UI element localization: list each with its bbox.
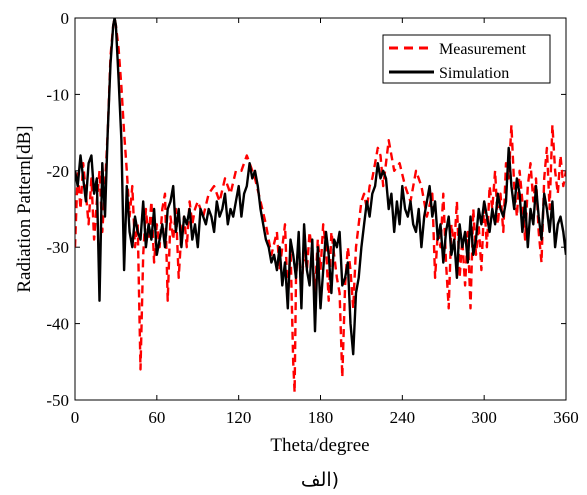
y-tick-label: -10: [46, 85, 69, 104]
y-tick-label: -50: [46, 391, 69, 410]
figure-caption: (الف: [301, 469, 339, 491]
x-tick-label: 120: [226, 408, 252, 427]
legend: Measurement Simulation: [382, 34, 551, 84]
y-tick-label: 0: [61, 9, 70, 28]
series-layer: [75, 18, 566, 394]
y-axis-title: Radiation Pattern[dB]: [14, 125, 35, 292]
legend-measurement-label: Measurement: [439, 41, 527, 58]
y-tick-label: -40: [46, 315, 69, 334]
y-tick-label: -20: [46, 162, 69, 181]
x-tick-label: 240: [390, 408, 416, 427]
x-tick-label: 0: [71, 408, 80, 427]
x-tick-label: 360: [553, 408, 579, 427]
plot-frame: [74, 17, 567, 401]
legend-box: [382, 34, 551, 84]
x-tick-label: 180: [308, 408, 334, 427]
y-axis-ticks: 0 -10 -20 -30 -40 -50: [46, 9, 566, 410]
x-axis-ticks: 0 60 120 180 240 300 360: [71, 18, 579, 427]
x-axis-title: Theta/degree: [270, 435, 369, 456]
series-line-simulation: [75, 18, 566, 356]
legend-simulation-label: Simulation: [439, 65, 509, 82]
y-tick-label: -30: [46, 238, 69, 257]
x-tick-label: 60: [148, 408, 165, 427]
x-tick-label: 300: [471, 408, 497, 427]
